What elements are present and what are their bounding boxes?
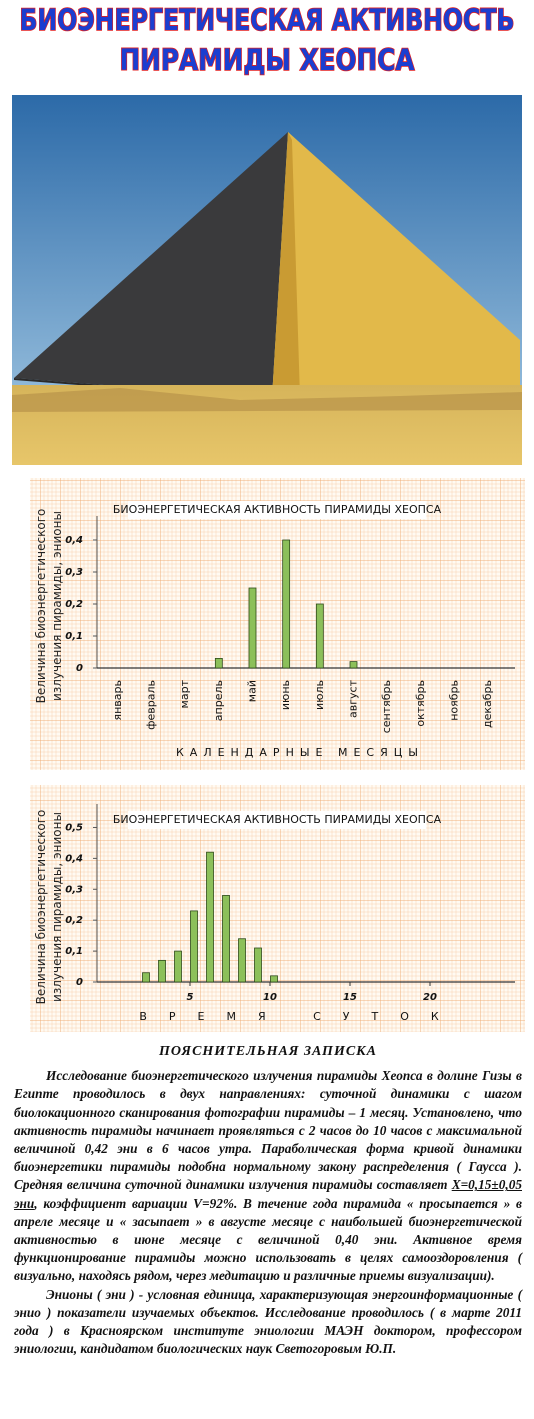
y-axis-label: Величина биоэнергетического [34, 509, 48, 704]
bar [349, 661, 358, 669]
text: , коэффициент вариации V=92%. В течение … [14, 1195, 522, 1284]
bar [222, 895, 230, 983]
x-tick-label: 15 [343, 992, 357, 1003]
page-title: БИОЭНЕРГЕТИЧЕСКАЯ АКТИВНОСТЬ [20, 3, 515, 37]
x-tick-label: 10 [263, 992, 277, 1003]
y-tick-label: 0,2 [65, 915, 83, 926]
y-tick-label: 0,1 [65, 631, 83, 642]
x-tick-label: апрель [212, 680, 225, 721]
paragraph: Энионы ( эни ) - условная единица, харак… [14, 1286, 522, 1357]
pyramid-photo [12, 95, 522, 465]
x-tick-label: сентябрь [380, 680, 393, 733]
y-axis-label: Величина биоэнергетического [34, 810, 48, 1005]
x-tick-label: октябрь [414, 680, 427, 727]
x-tick-label: март [178, 679, 191, 708]
bar [270, 975, 278, 983]
bar [190, 910, 198, 983]
x-tick-label: ноябрь [448, 680, 461, 721]
y-axis-label: излучения пирамиды, энионы [50, 511, 64, 701]
y-tick-label: 0,3 [65, 567, 83, 578]
bar [214, 658, 223, 669]
x-tick-label: июль [313, 680, 326, 710]
chart-title: БИОЭНЕРГЕТИЧЕСКАЯ АКТИВНОСТЬ ПИРАМИДЫ ХЕ… [113, 503, 442, 516]
bar [142, 972, 150, 983]
note-title: ПОЯСНИТЕЛЬНАЯ ЗАПИСКА [158, 1044, 378, 1059]
bar [238, 938, 246, 983]
x-tick-label: 5 [187, 992, 194, 1003]
x-tick-label: август [347, 679, 360, 718]
bar [206, 851, 214, 983]
x-axis-label: ВРЕМЯ СУТОК [139, 1010, 460, 1023]
chart-title-bg [127, 811, 427, 829]
bar [248, 587, 257, 669]
y-axis-label: излучения пирамиды, энионы [50, 812, 64, 1002]
x-tick-label: декабрь [481, 680, 494, 728]
y-tick-label: 0 [76, 977, 83, 988]
bar [174, 950, 182, 983]
page-title: ПИРАМИДЫ ХЕОПСА [120, 43, 415, 77]
x-tick-label: май [246, 680, 259, 702]
paragraph: Исследование биоэнергетического излучени… [14, 1067, 522, 1285]
x-tick-label: февраль [145, 680, 158, 730]
chart-title-bg [127, 501, 427, 519]
bar [158, 959, 166, 983]
chart-title: БИОЭНЕРГЕТИЧЕСКАЯ АКТИВНОСТЬ ПИРАМИДЫ ХЕ… [113, 813, 442, 826]
x-tick-label: 20 [423, 992, 437, 1003]
graph-paper [30, 478, 525, 770]
bar [254, 947, 262, 983]
y-tick-label: 0,1 [65, 946, 83, 957]
y-tick-label: 0,2 [65, 599, 83, 610]
bar [315, 603, 324, 669]
text: Исследование биоэнергетического излучени… [14, 1068, 522, 1193]
y-tick-label: 0,4 [65, 853, 83, 864]
note: ПОЯСНИТЕЛЬНАЯ ЗАПИСКА Исследование биоэн… [14, 1043, 522, 1358]
y-tick-label: 0,3 [65, 884, 83, 895]
y-tick-label: 0 [76, 663, 83, 674]
x-axis-label: КАЛЕНДАРНЫЕ МЕСЯЦЫ [176, 746, 424, 759]
y-tick-label: 0,5 [65, 822, 83, 833]
formula: Х=0,15±0,05 эни [14, 1177, 522, 1211]
bar [282, 539, 291, 669]
y-tick-label: 0,4 [65, 535, 83, 546]
x-tick-label: январь [111, 680, 124, 721]
x-tick-label: июнь [279, 680, 292, 710]
